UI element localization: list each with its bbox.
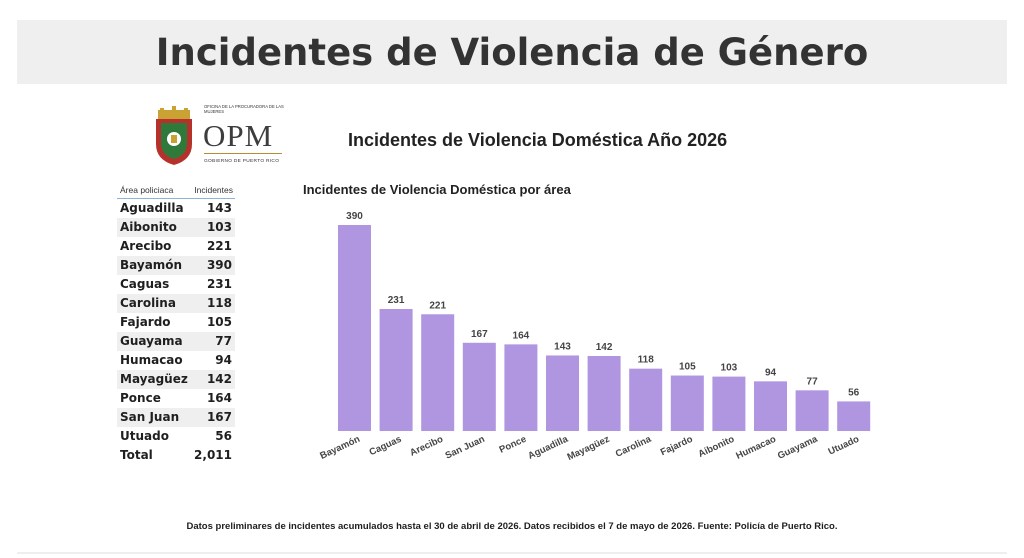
total-label: Total — [120, 448, 153, 462]
column-header-incidents: Incidentes — [194, 185, 233, 195]
logo-divider — [204, 153, 282, 154]
bar-humacao — [754, 381, 787, 431]
table-row: Fajardo 105 — [117, 313, 235, 332]
table-row: Guayama 77 — [117, 332, 235, 351]
data-label: 143 — [554, 341, 571, 352]
table-row: San Juan 167 — [117, 408, 235, 427]
category-label: San Juan — [444, 434, 487, 462]
table-row: Mayagüez 142 — [117, 370, 235, 389]
table-header: Área policiaca Incidentes — [117, 185, 235, 199]
table-row: Aibonito 103 — [117, 218, 235, 237]
opm-logo: Oficina de la Procuradora de las Mujeres… — [152, 104, 287, 168]
area-name: Fajardo — [120, 315, 171, 329]
bar-san-juan — [462, 342, 496, 431]
incident-count: 77 — [215, 334, 232, 348]
area-name: Mayagüez — [120, 372, 188, 386]
logo-tagline: Oficina de la Procuradora de las Mujeres — [204, 104, 284, 114]
incident-count: 221 — [206, 239, 232, 253]
chart-title: Incidentes de Violencia Doméstica por ár… — [303, 182, 571, 197]
incident-count: 390 — [206, 258, 232, 272]
logo-government: Gobierno de Puerto Rico — [204, 159, 280, 164]
data-label: 103 — [721, 363, 738, 374]
incident-count: 118 — [206, 296, 232, 310]
data-label: 118 — [638, 355, 655, 366]
table-row: Aguadilla 143 — [117, 199, 235, 218]
incident-count: 231 — [206, 277, 232, 291]
category-label: Carolina — [614, 433, 654, 459]
category-label: Utuado — [827, 434, 861, 458]
area-name: San Juan — [120, 410, 180, 424]
incident-count: 103 — [206, 220, 232, 234]
table-row: Arecibo 221 — [117, 237, 235, 256]
coat-of-arms-icon — [156, 106, 192, 165]
bar-mayagüez — [587, 355, 621, 431]
bar-carolina — [629, 368, 663, 431]
incident-count: 167 — [206, 410, 232, 424]
table-row: Ponce 164 — [117, 389, 235, 408]
area-name: Carolina — [120, 296, 176, 310]
data-label: 221 — [429, 300, 446, 311]
category-label: Fajardo — [659, 434, 695, 459]
bar-guayama — [795, 390, 829, 431]
bar-arecibo — [421, 314, 455, 431]
area-name: Caguas — [120, 277, 170, 291]
data-label: 167 — [471, 329, 488, 340]
bar-aibonito — [712, 376, 746, 431]
category-label: Bayamón — [318, 434, 362, 462]
bar-utuado — [837, 401, 871, 431]
incident-count: 94 — [215, 353, 232, 367]
table-row: Bayamón 390 — [117, 256, 235, 275]
data-label: 390 — [346, 211, 363, 222]
area-name: Ponce — [120, 391, 161, 405]
table-row: Carolina 118 — [117, 294, 235, 313]
category-label: Humacao — [734, 434, 778, 462]
total-value: 2,011 — [194, 448, 232, 462]
report-subtitle: Incidentes de Violencia Doméstica Año 20… — [348, 130, 728, 150]
table-total-row: Total 2,011 — [117, 446, 235, 465]
category-label: Aguadilla — [526, 433, 570, 461]
incident-count: 105 — [206, 315, 232, 329]
area-name: Guayama — [120, 334, 183, 348]
column-header-area: Área policiaca — [120, 185, 174, 195]
bar-caguas — [379, 308, 413, 431]
incident-count: 142 — [206, 372, 232, 386]
bar-fajardo — [670, 375, 704, 431]
table-row: Utuado 56 — [117, 427, 235, 446]
bar-bayamón — [338, 225, 371, 431]
incident-count: 164 — [206, 391, 232, 405]
table-row: Humacao 94 — [117, 351, 235, 370]
area-name: Aibonito — [120, 220, 177, 234]
area-name: Utuado — [120, 429, 169, 443]
data-label: 142 — [596, 342, 613, 353]
category-label: Aibonito — [697, 434, 737, 460]
table-row: Caguas 231 — [117, 275, 235, 294]
bar-aguadilla — [546, 355, 579, 431]
area-name: Arecibo — [120, 239, 172, 253]
logo-acronym: OPM — [203, 118, 274, 153]
area-name: Humacao — [120, 353, 183, 367]
data-label: 164 — [513, 330, 530, 341]
category-label: Caguas — [368, 434, 404, 458]
data-label: 231 — [388, 295, 405, 306]
data-label: 56 — [848, 387, 860, 398]
data-label: 94 — [765, 367, 777, 378]
page-title: Incidentes de Violencia de Género — [155, 30, 869, 74]
category-label: Ponce — [498, 434, 528, 456]
bottom-divider — [17, 552, 1007, 554]
category-label: Guayama — [776, 433, 820, 461]
area-name: Aguadilla — [120, 201, 184, 215]
incidents-table: Área policiaca Incidentes Aguadilla 143 A… — [117, 185, 235, 465]
data-label: 105 — [679, 362, 696, 373]
title-banner: Incidentes de Violencia de Género — [17, 20, 1007, 84]
category-label: Mayagüez — [566, 434, 612, 463]
category-label: Arecibo — [408, 434, 445, 459]
incident-count: 56 — [215, 429, 232, 443]
area-name: Bayamón — [120, 258, 183, 272]
footer-note: Datos preliminares de incidentes acumula… — [186, 521, 838, 532]
incident-count: 143 — [206, 201, 232, 215]
data-label: 77 — [807, 376, 819, 387]
bar-chart: 390 Bayamón 231 Caguas 221 Arecibo 167 San Juan… — [318, 211, 871, 463]
bar-ponce — [504, 344, 538, 431]
